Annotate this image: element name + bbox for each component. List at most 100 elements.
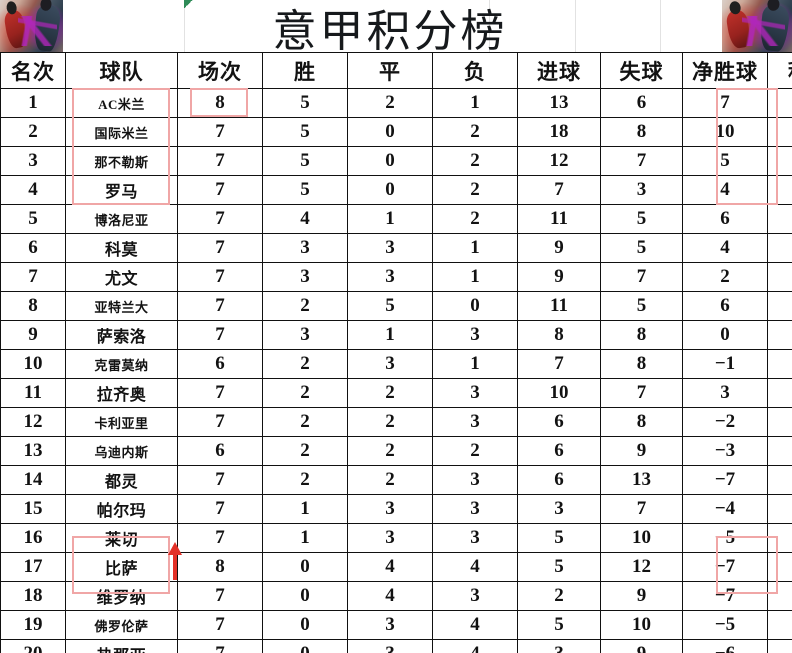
cell-team-name: 莱切 xyxy=(65,523,178,553)
cell-goal-diff: −5 xyxy=(682,523,768,553)
cell-goals-for: 12 xyxy=(517,146,601,176)
cell-goal-diff: −2 xyxy=(682,407,768,437)
cell-rank: 12 xyxy=(0,407,66,437)
cell-won: 2 xyxy=(262,378,348,408)
cell-lost: 1 xyxy=(432,88,518,118)
cell-goals-for: 3 xyxy=(517,639,601,653)
cell-goals-for: 7 xyxy=(517,349,601,379)
cell-goals-against: 7 xyxy=(600,262,683,292)
cell-lost: 1 xyxy=(432,349,518,379)
cell-drawn: 1 xyxy=(347,320,433,350)
cell-won: 5 xyxy=(262,88,348,118)
cell-drawn: 3 xyxy=(347,610,433,640)
sheet-guide-line xyxy=(575,0,576,53)
cell-points: 3 xyxy=(767,639,792,653)
cell-goals-for: 3 xyxy=(517,494,601,524)
cell-drawn: 3 xyxy=(347,639,433,653)
cell-won: 5 xyxy=(262,175,348,205)
cell-won: 5 xyxy=(262,146,348,176)
cell-goals-against: 8 xyxy=(600,117,683,147)
table-row: 4罗马750273415 xyxy=(0,175,792,205)
cell-won: 5 xyxy=(262,117,348,147)
cell-goals-for: 6 xyxy=(517,436,601,466)
cell-rank: 6 xyxy=(0,233,66,263)
cell-lost: 4 xyxy=(432,610,518,640)
cell-drawn: 3 xyxy=(347,349,433,379)
cell-goals-for: 2 xyxy=(517,581,601,611)
cell-points: 11 xyxy=(767,291,792,321)
cell-team-name: 尤文 xyxy=(65,262,178,292)
cell-goal-diff: −7 xyxy=(682,581,768,611)
cell-rank: 19 xyxy=(0,610,66,640)
cell-goal-diff: 4 xyxy=(682,175,768,205)
cell-lost: 3 xyxy=(432,465,518,495)
cell-lost: 2 xyxy=(432,204,518,234)
table-row: 7尤文733197212 xyxy=(0,262,792,292)
cell-goal-diff: 5 xyxy=(682,146,768,176)
cell-team-name: AC米兰 xyxy=(65,88,178,118)
cell-goals-against: 9 xyxy=(600,639,683,653)
cell-goals-against: 12 xyxy=(600,552,683,582)
cell-points: 4 xyxy=(767,581,792,611)
cell-played: 7 xyxy=(177,378,263,408)
cell-lost: 3 xyxy=(432,378,518,408)
cell-won: 3 xyxy=(262,262,348,292)
table-row: 5博洛尼亚7412115613 xyxy=(0,204,792,234)
cell-won: 4 xyxy=(262,204,348,234)
page-title: 意甲积分榜 xyxy=(272,6,508,56)
cell-goals-against: 10 xyxy=(600,523,683,553)
cell-lost: 3 xyxy=(432,494,518,524)
cell-goals-for: 13 xyxy=(517,88,601,118)
cell-points: 8 xyxy=(767,378,792,408)
column-header-points: 积分 xyxy=(767,52,792,89)
cell-goal-diff: 10 xyxy=(682,117,768,147)
cell-goals-against: 7 xyxy=(600,146,683,176)
cell-rank: 14 xyxy=(0,465,66,495)
cell-team-name: 萨索洛 xyxy=(65,320,178,350)
column-header-goals-for: 进球 xyxy=(517,52,601,89)
cell-points: 4 xyxy=(767,552,792,582)
cell-rank: 20 xyxy=(0,639,66,653)
cell-lost: 3 xyxy=(432,523,518,553)
sheet-guide-line xyxy=(184,0,185,53)
cell-played: 7 xyxy=(177,494,263,524)
cell-drawn: 0 xyxy=(347,117,433,147)
cell-played: 6 xyxy=(177,349,263,379)
column-header-lost: 负 xyxy=(432,52,518,89)
sports-player-thumbnail-left xyxy=(0,0,63,53)
column-header-drawn: 平 xyxy=(347,52,433,89)
cell-points: 12 xyxy=(767,262,792,292)
cell-played: 7 xyxy=(177,175,263,205)
column-header-won: 胜 xyxy=(262,52,348,89)
cell-drawn: 2 xyxy=(347,88,433,118)
cell-won: 2 xyxy=(262,436,348,466)
cell-won: 0 xyxy=(262,639,348,653)
cell-points: 15 xyxy=(767,117,792,147)
cell-goals-for: 5 xyxy=(517,610,601,640)
cell-drawn: 4 xyxy=(347,552,433,582)
cell-won: 2 xyxy=(262,465,348,495)
cell-lost: 2 xyxy=(432,436,518,466)
cell-goals-for: 9 xyxy=(517,262,601,292)
cell-played: 7 xyxy=(177,610,263,640)
cell-drawn: 5 xyxy=(347,291,433,321)
table-row: 2国际米兰75021881015 xyxy=(0,117,792,147)
cell-played: 7 xyxy=(177,465,263,495)
cell-goals-against: 8 xyxy=(600,320,683,350)
cell-team-name: 维罗纳 xyxy=(65,581,178,611)
cell-goals-for: 9 xyxy=(517,233,601,263)
cell-team-name: 拉齐奥 xyxy=(65,378,178,408)
cell-lost: 3 xyxy=(432,581,518,611)
cell-goal-diff: 6 xyxy=(682,204,768,234)
cell-goals-against: 3 xyxy=(600,175,683,205)
cell-goals-against: 9 xyxy=(600,581,683,611)
cell-rank: 13 xyxy=(0,436,66,466)
cell-lost: 2 xyxy=(432,146,518,176)
cell-team-name: 佛罗伦萨 xyxy=(65,610,178,640)
cell-goal-diff: 0 xyxy=(682,320,768,350)
table-header-row: 名次 球队 场次 胜 平 负 进球 失球 净胜球 积分 xyxy=(0,52,792,89)
cell-team-name: 博洛尼亚 xyxy=(65,204,178,234)
cell-goal-diff: 7 xyxy=(682,88,768,118)
